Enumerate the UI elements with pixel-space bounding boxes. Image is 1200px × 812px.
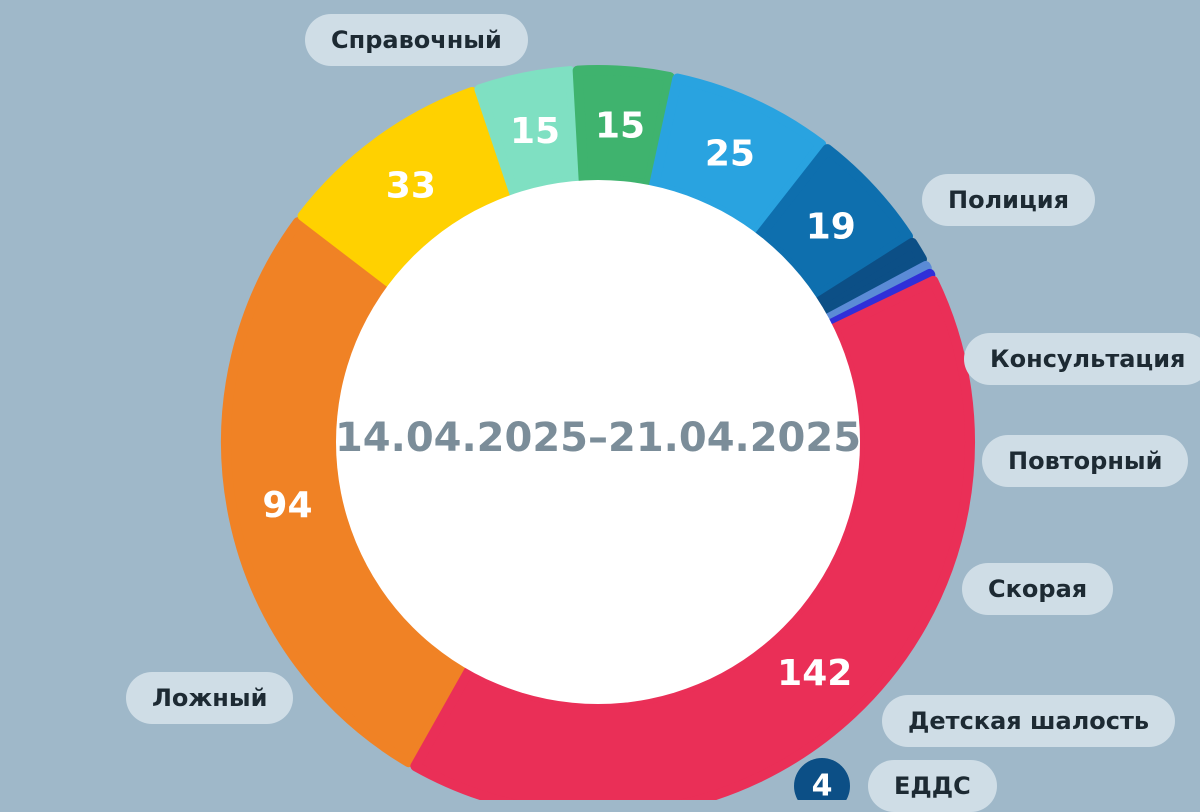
value-label: 19 <box>806 206 856 247</box>
category-label: Ложный <box>126 672 294 724</box>
category-label: Повторный <box>982 435 1189 487</box>
value-label: 94 <box>262 485 312 526</box>
center-disc <box>336 180 860 704</box>
date-range-label: 14.04.2025–21.04.2025 <box>335 415 861 461</box>
value-label: 4 <box>812 769 833 801</box>
category-label: ЕДДС <box>868 760 997 812</box>
category-label: Полиция <box>922 174 1095 226</box>
value-label: 25 <box>705 133 755 174</box>
value-label: 33 <box>386 166 436 207</box>
value-label: 142 <box>777 653 852 694</box>
edds-value-badge: 4 <box>794 758 850 800</box>
value-label: 15 <box>595 105 645 146</box>
category-label: Скорая <box>962 563 1114 615</box>
category-label: Консультация <box>964 333 1200 385</box>
edds-badge-circle <box>794 758 850 800</box>
category-label: Детская шалость <box>882 695 1176 747</box>
category-label: Справочный <box>305 14 528 66</box>
value-label: 15 <box>510 111 560 152</box>
